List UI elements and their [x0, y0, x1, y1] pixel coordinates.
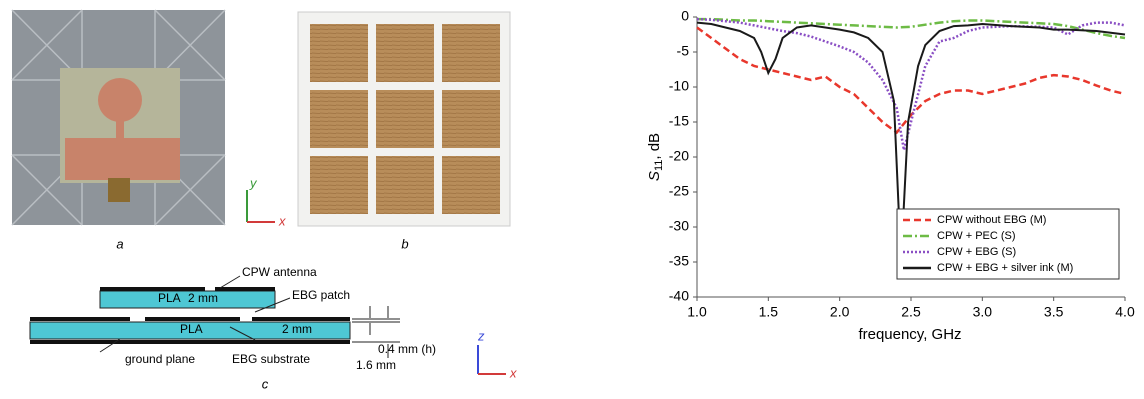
- axis-y: y: [249, 175, 258, 190]
- y-axis-label: S11, dB: [646, 133, 665, 181]
- series-line: [696, 26, 1126, 135]
- y-label-main: S: [646, 171, 663, 181]
- y-tick-label: -40: [669, 288, 689, 304]
- diagram-label: 2 mm: [282, 322, 312, 336]
- x-tick-label: 1.0: [687, 304, 707, 320]
- diagram-label: PLA: [180, 322, 203, 336]
- x-tick-label: 1.5: [759, 304, 779, 320]
- series-line: [697, 17, 1126, 40]
- diagram-label: CPW antenna: [242, 265, 317, 279]
- panel-label: a: [116, 236, 123, 251]
- panel-label: b: [401, 236, 408, 251]
- y-tick-label: 0: [681, 8, 689, 24]
- diagram-label: 2 mm: [188, 291, 218, 305]
- x-tick-label: 4.0: [1115, 304, 1135, 320]
- y-tick-label: -25: [669, 183, 689, 199]
- legend-box: [896, 208, 1120, 280]
- axis-z: z: [477, 328, 485, 343]
- y-tick-label: -5: [677, 43, 690, 59]
- layer-diagram: [29, 275, 400, 358]
- chart: frequency, GHz S11, dB -40 -35 -30 -25 -20 -1…: [646, 8, 1135, 343]
- diagram-label: EBG patch: [292, 288, 350, 302]
- y-tick-label: -35: [669, 253, 689, 269]
- panel-label: c: [262, 376, 269, 391]
- legend-label: CPW without EBG (M): [937, 214, 1046, 226]
- photo-b: [297, 11, 511, 227]
- x-axis-label: frequency, GHz: [858, 326, 961, 343]
- axis-x: x: [509, 365, 517, 380]
- diagram-label: 1.6 mm: [356, 358, 396, 372]
- diagram-label: 0.4 mm (h): [378, 342, 436, 356]
- x-tick-label: 2.0: [830, 304, 850, 320]
- x-tick-label: 3.5: [1044, 304, 1064, 320]
- series-line: [696, 21, 1126, 263]
- y-tick-label: -30: [669, 218, 689, 234]
- legend-label: CPW + PEC (S): [937, 230, 1016, 242]
- legend-label: CPW + EBG + silver ink (M): [937, 262, 1073, 274]
- axis-x: x: [278, 213, 286, 228]
- diagram-label: PLA: [158, 291, 181, 305]
- diagram-label: EBG substrate: [232, 352, 310, 366]
- y-tick-label: -15: [669, 113, 689, 129]
- y-label-sub: 11: [653, 160, 665, 171]
- diagram-label: ground plane: [125, 352, 195, 366]
- x-tick-label: 2.5: [901, 304, 921, 320]
- series-line: [696, 17, 1126, 151]
- y-label-rest: , dB: [646, 133, 663, 160]
- x-tick-label: 3.0: [973, 304, 993, 320]
- photo-a: [11, 9, 226, 226]
- diagram-axes: z x: [477, 328, 517, 380]
- legend-label: CPW + EBG (S): [937, 246, 1016, 258]
- y-tick-label: -20: [669, 148, 689, 164]
- y-tick-label: -10: [669, 78, 689, 94]
- photo-axes: y x: [246, 175, 286, 228]
